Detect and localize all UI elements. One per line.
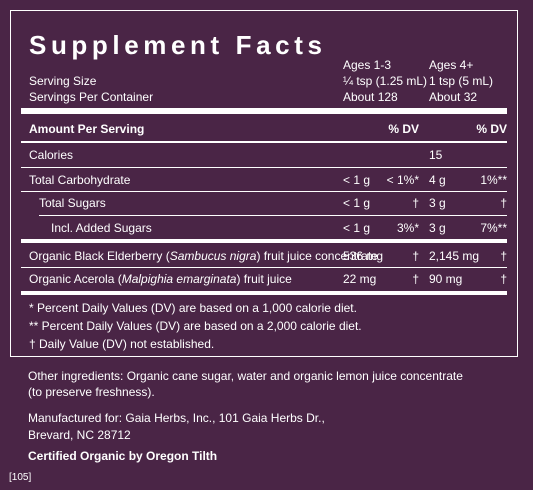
col2-header: Ages 4+ — [429, 58, 474, 72]
certification: Certified Organic by Oregon Tilth — [28, 449, 218, 463]
row-dv-col2: † — [500, 272, 507, 286]
row-name: Incl. Added Sugars — [51, 221, 152, 235]
row-amount-col2: 15 — [429, 148, 443, 162]
manufacturer-line: Manufactured for: Gaia Herbs, Inc., 101 … — [28, 411, 325, 425]
row-divider — [39, 215, 507, 216]
col1-dv-header: % DV — [388, 122, 419, 136]
row-name: Calories — [29, 148, 74, 162]
col2-serving-size: 1 tsp (5 mL) — [429, 74, 494, 88]
row-amount-col2: 90 mg — [429, 272, 463, 286]
row-divider — [21, 267, 507, 268]
row-name: Organic Black Elderberry (Sambucus nigra… — [29, 249, 378, 263]
ingredients-line: Other ingredients: Organic cane sugar, w… — [28, 369, 463, 383]
serving-size-label: Serving Size — [29, 74, 97, 88]
row-name: Organic Acerola (Malpighia emarginata) f… — [29, 272, 292, 286]
row-amount-col2: 4 g — [429, 173, 446, 187]
row-amount-col2: 3 g — [429, 221, 446, 235]
row-amount-col1: 22 mg — [343, 272, 377, 286]
row-name: Total Carbohydrate — [29, 173, 131, 187]
amount-per-serving-header: Amount Per Serving — [29, 122, 145, 136]
row-divider — [21, 167, 507, 168]
row-amount-col1: < 1 g — [343, 196, 371, 210]
row-amount-col2: 3 g — [429, 196, 446, 210]
col2-dv-header: % DV — [476, 122, 507, 136]
col1-header: Ages 1-3 — [343, 58, 392, 72]
row-dv-col1: < 1%* — [386, 173, 419, 187]
product-code: [105] — [9, 472, 32, 483]
row-dv-col2: † — [500, 196, 507, 210]
row-dv-col2: 7%** — [480, 221, 507, 235]
thick-divider — [21, 108, 507, 114]
col1-serving-size: ¼ tsp (1.25 mL) — [343, 74, 428, 88]
row-name: Total Sugars — [39, 196, 106, 210]
medium-divider — [21, 239, 507, 243]
footnote: * Percent Daily Values (DV) are based on… — [29, 301, 357, 315]
bottom-divider — [21, 291, 507, 295]
row-dv-col1: † — [412, 272, 419, 286]
row-dv-col1: † — [412, 196, 419, 210]
header-divider — [21, 141, 507, 143]
supplement-facts-panel: Supplement Facts Ages 1-3 Ages 4+ Servin… — [10, 10, 518, 357]
manufacturer-line: Brevard, NC 28712 — [28, 428, 131, 442]
col2-servings: About 32 — [429, 90, 478, 104]
panel-title: Supplement Facts — [29, 30, 327, 60]
row-dv-col1: † — [412, 249, 419, 263]
row-divider — [21, 191, 507, 192]
row-dv-col2: † — [500, 249, 507, 263]
row-dv-col1: 3%* — [396, 221, 419, 235]
row-dv-col2: 1%** — [480, 173, 507, 187]
row-amount-col1: < 1 g — [343, 221, 371, 235]
row-amount-col1: < 1 g — [343, 173, 371, 187]
row-amount-col2: 2,145 mg — [429, 249, 480, 263]
col1-servings: About 128 — [343, 90, 398, 104]
servings-per-container-label: Servings Per Container — [29, 90, 154, 104]
row-amount-col1: 536 mg — [343, 249, 384, 263]
footnote: † Daily Value (DV) not established. — [29, 337, 215, 351]
footnote: ** Percent Daily Values (DV) are based o… — [29, 319, 362, 333]
ingredients-line: (to preserve freshness). — [28, 385, 155, 399]
